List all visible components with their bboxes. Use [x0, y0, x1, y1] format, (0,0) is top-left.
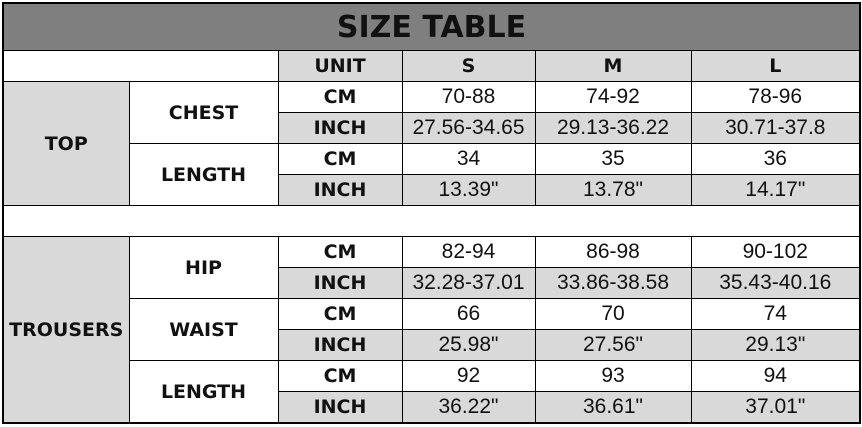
value-cell: 34 [401, 143, 536, 175]
value-cell: 90-102 [690, 236, 861, 268]
value-cell: 35 [534, 143, 692, 175]
header-size-m: M [534, 50, 692, 82]
table-row: INCH 25.98" 27.56" 29.13" [3, 329, 861, 361]
value-cell: 27.56-34.65 [401, 112, 536, 144]
value-cell: 37.01" [690, 391, 861, 424]
header-size-s: S [401, 50, 536, 82]
unit-cell: CM [277, 298, 403, 330]
unit-cell: CM [277, 360, 403, 392]
table-title: SIZE TABLE [2, 2, 861, 51]
table-row: TOP CHEST CM 70-88 74-92 78-96 [2, 81, 861, 206]
table-row: INCH 36.22" 36.61" 37.01" [3, 391, 861, 424]
value-cell: 86-98 [534, 236, 692, 268]
value-cell: 36 [690, 143, 861, 175]
unit-cell: CM [277, 236, 403, 268]
table-row: LENGTH CM 92 93 94 [3, 360, 861, 424]
value-cell: 29.13-36.22 [534, 112, 692, 144]
value-cell: 74-92 [534, 81, 692, 113]
value-cell: 32.28-37.01 [401, 267, 536, 299]
value-cell: 33.86-38.58 [534, 267, 692, 299]
measure-label: LENGTH [128, 143, 279, 206]
header-row: UNIT S M L [2, 50, 861, 82]
measure-label: LENGTH [128, 360, 279, 424]
header-empty-cell [2, 50, 279, 82]
value-cell: 93 [534, 360, 692, 392]
value-cell: 13.39" [401, 174, 536, 206]
unit-cell: INCH [277, 112, 403, 144]
unit-cell: INCH [277, 267, 403, 299]
header-size-l: L [690, 50, 861, 82]
value-cell: 70 [534, 298, 692, 330]
value-cell: 29.13" [690, 329, 861, 361]
value-cell: 36.61" [534, 391, 692, 424]
value-cell: 82-94 [401, 236, 536, 268]
unit-cell: INCH [277, 391, 403, 424]
value-cell: 35.43-40.16 [690, 267, 861, 299]
value-cell: 27.56" [534, 329, 692, 361]
value-cell: 30.71-37.8 [690, 112, 861, 144]
unit-cell: INCH [277, 174, 403, 206]
value-cell: 78-96 [690, 81, 861, 113]
measure-label: WAIST [128, 298, 279, 361]
value-cell: 92 [401, 360, 536, 392]
header-unit: UNIT [277, 50, 403, 82]
unit-cell: INCH [277, 329, 403, 361]
value-cell: 94 [690, 360, 861, 392]
spacer-row [2, 205, 861, 237]
value-cell: 74 [690, 298, 861, 330]
section-label: TROUSERS [2, 236, 130, 424]
table-row: INCH 32.28-37.01 33.86-38.58 35.43-40.16 [3, 267, 861, 299]
table-row: INCH 27.56-34.65 29.13-36.22 30.71-37.8 [3, 112, 861, 144]
unit-cell: CM [277, 143, 403, 175]
unit-cell: CM [277, 81, 403, 113]
table-row: TROUSERS HIP CM 82-94 86-98 90-102 [2, 236, 861, 424]
measure-label: HIP [128, 236, 279, 299]
measure-label: CHEST [128, 81, 279, 144]
value-cell: 25.98" [401, 329, 536, 361]
spacer-cell [2, 205, 861, 237]
value-cell: 14.17" [690, 174, 861, 206]
table-row: LENGTH CM 34 35 36 [3, 143, 861, 206]
value-cell: 13.78" [534, 174, 692, 206]
table-row: WAIST CM 66 70 74 [3, 298, 861, 361]
value-cell: 36.22" [401, 391, 536, 424]
section-label: TOP [2, 81, 130, 206]
table-row: INCH 13.39" 13.78" 14.17" [3, 174, 861, 206]
value-cell: 66 [401, 298, 536, 330]
value-cell: 70-88 [401, 81, 536, 113]
